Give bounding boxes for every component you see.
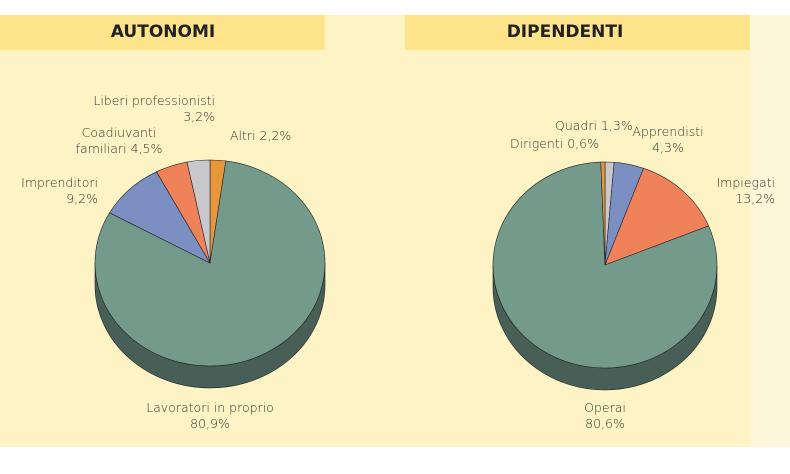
header-band — [405, 15, 750, 50]
value-label: 4,5% — [130, 141, 163, 156]
value-label: 3,2% — [183, 109, 215, 124]
pie-slice — [186, 159, 211, 264]
value-label: 9,2% — [66, 191, 98, 206]
category-label: Dirigenti — [510, 136, 564, 151]
pie-slice — [600, 161, 606, 266]
value-label: 0,6% — [567, 136, 599, 151]
category-label: Operai — [584, 400, 626, 415]
category-label: Apprendisti — [632, 124, 704, 139]
value-label: 80,9% — [190, 416, 230, 431]
value-label: 1,3% — [600, 118, 633, 133]
slice-label: Quadri 1,3% — [555, 118, 645, 134]
category-label: Impiegati — [716, 175, 776, 190]
header-band — [0, 15, 325, 50]
margin — [750, 15, 790, 447]
pie-slice — [94, 160, 326, 367]
value-label: 13,2% — [735, 191, 775, 206]
slice-label: Operai 80,6% — [555, 400, 655, 432]
category-label: Lavoratori in proprio — [146, 400, 274, 415]
category-label: Quadri — [555, 118, 597, 133]
value-label: 4,3% — [652, 140, 684, 155]
slice-label: Coadiuvanti familiari 4,5% — [73, 125, 165, 157]
value-label: 80,6% — [585, 416, 625, 431]
chart-title: AUTONOMI — [110, 22, 216, 42]
pie-slice — [604, 167, 710, 266]
category-label: Imprenditori — [21, 175, 98, 190]
chart-title: DIPENDENTI — [506, 22, 624, 42]
slice-label: Dirigenti 0,6% — [510, 136, 610, 152]
category-label: Altri — [230, 128, 256, 143]
slice-label: Apprendisti 4,3% — [618, 124, 718, 156]
slice-label: Altri 2,2% — [230, 128, 320, 144]
category-label: Liberi professionisti — [93, 93, 215, 108]
slice-label: Impiegati 13,2% — [690, 175, 776, 207]
slice-label: Imprenditori 9,2% — [8, 175, 98, 207]
slice-label: Liberi professionisti 3,2% — [75, 93, 215, 125]
category-label: Coadiuvanti familiari — [75, 125, 157, 156]
pie-slice — [492, 161, 718, 369]
slice-label: Lavoratori in proprio 80,9% — [120, 400, 300, 432]
value-label: 2,2% — [259, 128, 292, 143]
